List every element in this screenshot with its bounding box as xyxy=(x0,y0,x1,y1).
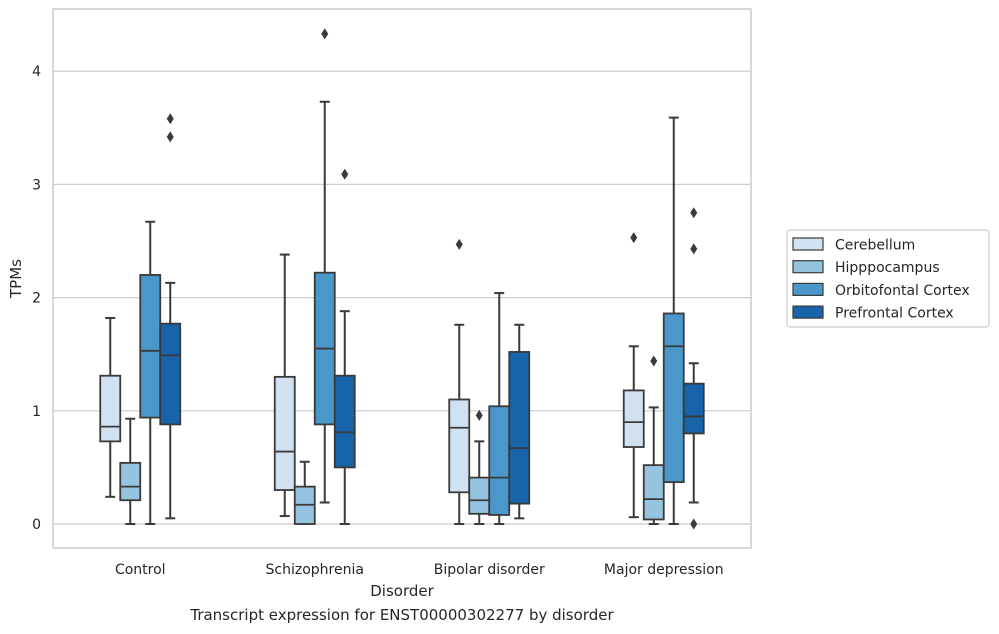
outlier-major-depression-prefrontal-cortex-1 xyxy=(690,243,698,255)
x-tick-label-3: Bipolar disorder xyxy=(434,562,545,578)
box-bipolar-disorder-hipppocampus xyxy=(468,476,491,515)
outlier-control-prefrontal-cortex-1 xyxy=(166,113,174,125)
box-control-orbitofontal-cortex xyxy=(139,274,162,419)
outlier-bipolar-disorder-hipppocampus-0 xyxy=(475,409,483,421)
legend-label-2: Hipppocampus xyxy=(835,260,940,276)
outlier-major-depression-cerebellum-0 xyxy=(630,232,638,244)
y-tick-label-2: 2 xyxy=(32,291,41,307)
legend-label-3: Orbitofontal Cortex xyxy=(835,283,970,299)
box-major-depression-cerebellum xyxy=(622,389,645,448)
box-major-depression-prefrontal-cortex xyxy=(682,382,705,435)
box-schizophrenia-cerebellum xyxy=(273,375,296,491)
legend-label-4: Prefrontal Cortex xyxy=(835,306,954,322)
box-bipolar-disorder-prefrontal-cortex xyxy=(508,351,531,505)
legend-swatch-3 xyxy=(792,282,824,296)
box-major-depression-hipppocampus xyxy=(642,464,665,521)
x-axis-label: Disorder xyxy=(370,582,434,600)
legend-box xyxy=(786,229,990,328)
outlier-schizophrenia-prefrontal-cortex-0 xyxy=(341,168,349,180)
box-control-cerebellum xyxy=(99,374,122,443)
y-tick-label-0: 0 xyxy=(32,517,41,533)
box-bipolar-disorder-orbitofontal-cortex xyxy=(488,405,511,516)
legend-swatch-4 xyxy=(792,305,824,319)
outlier-control-prefrontal-cortex-0 xyxy=(166,131,174,143)
y-tick-label-4: 4 xyxy=(32,64,41,80)
x-tick-label-2: Schizophrenia xyxy=(266,562,364,578)
outlier-major-depression-hipppocampus-0 xyxy=(650,355,658,367)
chart-caption: Transcript expression for ENST0000030227… xyxy=(190,606,614,624)
box-bipolar-disorder-cerebellum xyxy=(448,398,471,494)
legend-swatch-1 xyxy=(792,237,824,251)
plot-frame xyxy=(52,8,752,549)
outlier-major-depression-prefrontal-cortex-2 xyxy=(690,207,698,219)
x-tick-label-1: Control xyxy=(115,562,166,578)
outlier-schizophrenia-orbitofontal-cortex-0 xyxy=(321,28,329,40)
legend-swatch-2 xyxy=(792,260,824,274)
y-tick-label-1: 1 xyxy=(32,404,41,420)
box-schizophrenia-prefrontal-cortex xyxy=(333,374,356,469)
y-axis-label: TPMs xyxy=(7,259,25,299)
box-control-prefrontal-cortex xyxy=(159,322,182,426)
x-tick-label-4: Major depression xyxy=(604,562,724,578)
box-major-depression-orbitofontal-cortex xyxy=(662,312,685,484)
outlier-major-depression-prefrontal-cortex-0 xyxy=(690,518,698,530)
outlier-bipolar-disorder-cerebellum-0 xyxy=(455,238,463,250)
legend-label-1: Cerebellum xyxy=(835,238,915,254)
box-control-hipppocampus xyxy=(119,461,142,502)
y-tick-label-3: 3 xyxy=(32,177,41,193)
